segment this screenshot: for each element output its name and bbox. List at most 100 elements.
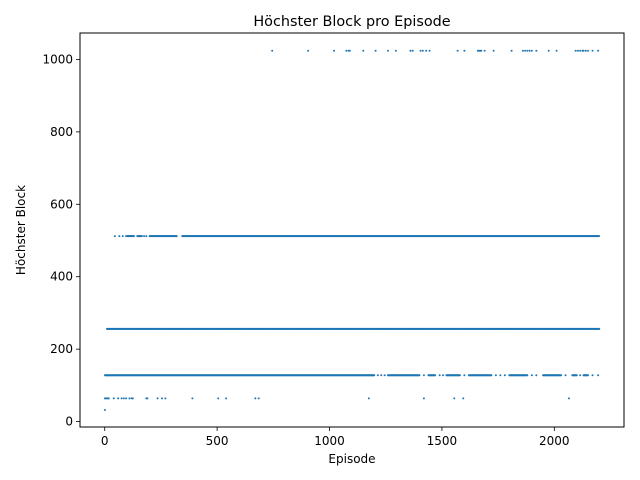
- data-point: [386, 49, 389, 52]
- data-point: [145, 235, 148, 238]
- data-point: [428, 49, 431, 52]
- data-point: [333, 49, 336, 52]
- data-point: [587, 49, 590, 52]
- data-point: [107, 397, 110, 400]
- data-point: [362, 49, 365, 52]
- x-axis-ticks: 0 500 1000 1500 2000: [101, 427, 570, 448]
- data-point: [574, 49, 577, 52]
- data-point: [376, 374, 379, 377]
- data-point: [257, 397, 260, 400]
- y-tick-label: 200: [50, 342, 73, 356]
- data-point: [576, 49, 579, 52]
- data-point: [587, 374, 590, 377]
- data-point: [564, 374, 567, 377]
- x-tick-label: 1500: [427, 434, 458, 448]
- data-point: [394, 49, 397, 52]
- x-tick-label: 0: [101, 434, 109, 448]
- y-tick-label: 800: [50, 125, 73, 139]
- data-point: [492, 49, 495, 52]
- data-point: [131, 397, 134, 400]
- data-point: [112, 397, 115, 400]
- data-point: [579, 374, 582, 377]
- data-point: [462, 397, 465, 400]
- data-point: [217, 397, 220, 400]
- data-point: [526, 49, 529, 52]
- data-point: [113, 235, 116, 238]
- data-point: [254, 397, 257, 400]
- data-point: [453, 397, 456, 400]
- data-point: [598, 235, 601, 238]
- data-point: [575, 374, 578, 377]
- data-point: [175, 235, 178, 238]
- data-point: [547, 49, 550, 52]
- data-point: [411, 49, 414, 52]
- data-point: [146, 397, 149, 400]
- data-point: [597, 374, 600, 377]
- y-axis-label: Höchster Block: [14, 185, 28, 275]
- data-point: [591, 374, 594, 377]
- x-axis-label: Episode: [328, 452, 375, 466]
- data-point: [535, 49, 538, 52]
- data-point: [161, 397, 164, 400]
- data-point: [422, 397, 425, 400]
- data-point: [373, 374, 376, 377]
- data-point: [530, 374, 533, 377]
- y-tick-label: 400: [50, 270, 73, 284]
- data-point: [597, 49, 600, 52]
- data-point: [503, 374, 506, 377]
- y-axis-ticks: 0 200 400 600 800 1000: [42, 52, 80, 429]
- data-point: [122, 397, 125, 400]
- data-point: [438, 374, 441, 377]
- data-point: [521, 49, 524, 52]
- data-point: [380, 374, 383, 377]
- x-tick-label: 1000: [314, 434, 345, 448]
- data-point: [494, 374, 497, 377]
- data-point: [598, 327, 601, 330]
- data-point: [463, 49, 466, 52]
- data-point: [421, 49, 424, 52]
- data-point: [125, 235, 128, 238]
- plot-frame: [79, 32, 625, 428]
- x-tick-label: 2000: [539, 434, 570, 448]
- data-point: [442, 374, 445, 377]
- data-point: [425, 49, 428, 52]
- data-point: [528, 49, 531, 52]
- x-tick-label: 500: [206, 434, 229, 448]
- data-point: [191, 397, 194, 400]
- data-point: [103, 408, 106, 411]
- data-point: [524, 49, 527, 52]
- data-point: [120, 397, 123, 400]
- data-point: [456, 49, 459, 52]
- y-tick-label: 0: [65, 415, 73, 429]
- data-point: [579, 49, 582, 52]
- data-point: [483, 49, 486, 52]
- y-tick-label: 600: [50, 197, 73, 211]
- data-point: [591, 49, 594, 52]
- data-point: [530, 49, 533, 52]
- data-point: [374, 49, 377, 52]
- data-point: [121, 235, 124, 238]
- data-point: [345, 49, 348, 52]
- y-tick-label: 1000: [42, 52, 73, 66]
- data-point: [458, 374, 461, 377]
- data-point: [271, 49, 274, 52]
- data-point: [463, 374, 466, 377]
- data-point: [348, 49, 351, 52]
- data-point: [125, 397, 128, 400]
- data-point: [480, 49, 483, 52]
- data-point: [225, 397, 228, 400]
- data-point: [418, 374, 421, 377]
- chart-title: Höchster Block pro Episode: [253, 14, 450, 30]
- data-point: [567, 397, 570, 400]
- data-point: [434, 374, 437, 377]
- data-point: [560, 374, 563, 377]
- data-point: [128, 397, 131, 400]
- data-points: [103, 49, 601, 411]
- data-point: [499, 374, 502, 377]
- data-point: [367, 397, 370, 400]
- data-point: [156, 397, 159, 400]
- data-point: [422, 374, 425, 377]
- data-point: [535, 374, 538, 377]
- data-point: [584, 49, 587, 52]
